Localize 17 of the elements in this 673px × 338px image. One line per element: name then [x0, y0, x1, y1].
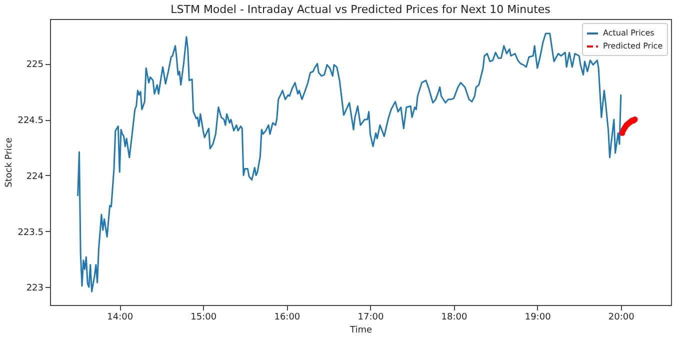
legend-label: Actual Prices — [603, 28, 654, 38]
y-axis-title: Stock Price — [4, 137, 15, 188]
chart-title: LSTM Model - Intraday Actual vs Predicted Prices for Next 10 Minutes — [170, 3, 551, 16]
x-tick-label: 20:00 — [608, 312, 635, 322]
y-tick-label: 223.5 — [18, 228, 44, 238]
y-tick-label: 224.5 — [18, 116, 44, 126]
x-tick-label: 15:00 — [190, 312, 217, 322]
y-tick-label: 224 — [26, 172, 44, 182]
x-tick-label: 14:00 — [107, 312, 134, 322]
legend-label: Predicted Price — [603, 42, 663, 50]
x-tick-label: 17:00 — [358, 312, 384, 322]
x-tick-label: 16:00 — [274, 312, 300, 322]
y-tick-label: 225 — [26, 60, 44, 70]
x-axis-title: Time — [348, 326, 372, 336]
x-tick-label: 19:00 — [524, 312, 552, 322]
y-tick-label: 223 — [26, 284, 44, 294]
x-tick-label: 18:00 — [441, 312, 468, 322]
